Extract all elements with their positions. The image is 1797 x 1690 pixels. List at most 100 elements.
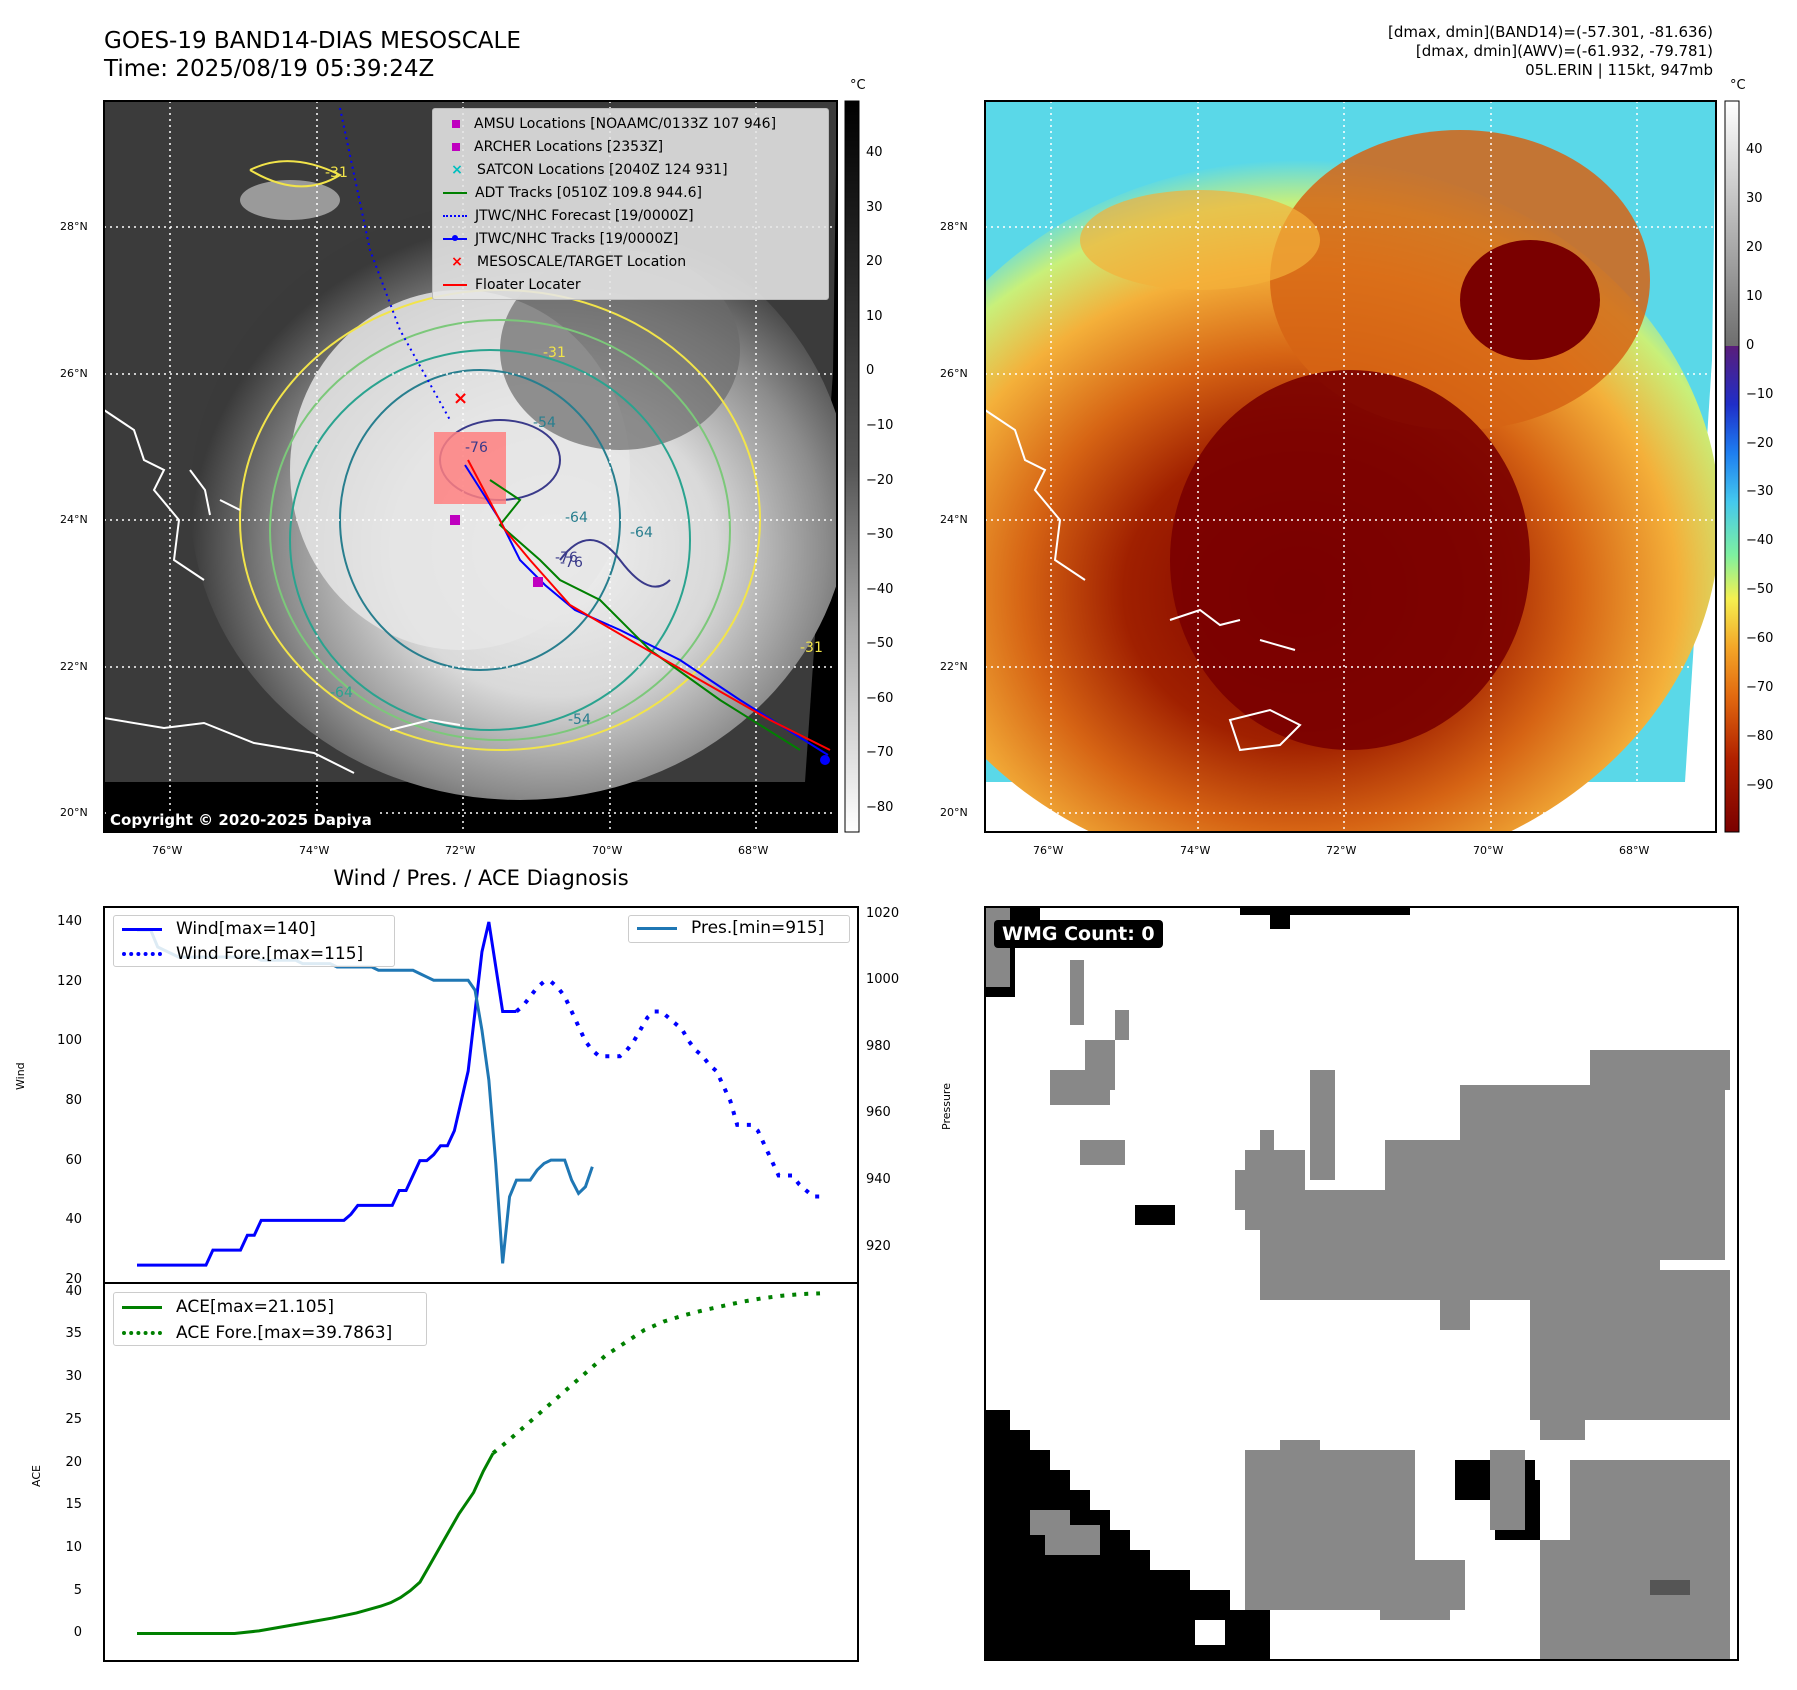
tick-label: −20 [866, 472, 894, 488]
floater-box [434, 432, 506, 504]
meta-line3: 05L.ERIN | 115kt, 947mb [1525, 61, 1713, 79]
tick-label: 120 [57, 973, 82, 989]
color-cbar-unit: °C [1730, 78, 1746, 93]
tick-label: −50 [866, 636, 894, 652]
right-lat-label-20: 20°N [940, 806, 968, 819]
tick-label: −80 [866, 800, 894, 815]
left-lat-label-26: 26°N [60, 367, 88, 380]
tick-label: −30 [1746, 484, 1774, 500]
tick-label: −30 [866, 527, 894, 543]
legend-ace: ACE[max=21.105] [114, 1293, 426, 1321]
legend-dotted-line-icon [122, 1331, 162, 1335]
target-marker: × [453, 388, 468, 409]
tick-label: 940 [866, 1172, 891, 1188]
tick-label: −90 [1746, 778, 1774, 793]
contour-label: -76 [555, 550, 578, 566]
left-lat-label-20: 20°N [60, 806, 88, 819]
tick-label: 5 [73, 1582, 82, 1598]
tick-label: 20 [65, 1272, 82, 1287]
tick-label: −40 [866, 581, 894, 597]
tick-label: 10 [65, 1539, 82, 1555]
tick-label: 20 [1746, 239, 1763, 255]
wind-line [137, 921, 517, 1267]
tick-label: 980 [866, 1038, 891, 1054]
contour-label: -64 [330, 685, 353, 701]
contour-label: -31 [325, 165, 348, 181]
tick-label: 1000 [866, 972, 900, 988]
tick-label: 80 [65, 1092, 82, 1108]
tick-label: 10 [866, 308, 883, 324]
tick-label: 35 [65, 1326, 82, 1342]
tick-label: −70 [1746, 680, 1774, 696]
tick-label: 30 [65, 1369, 82, 1385]
right-lat-label-24: 24°N [940, 513, 968, 526]
tick-label: 40 [866, 145, 883, 160]
legend-marker-square-icon [452, 120, 460, 128]
gray-colorbar [844, 100, 860, 833]
legend-item-tracks: JTWC/NHC Tracks [19/0000Z] [443, 228, 776, 251]
right-lat-label-26: 26°N [940, 367, 968, 380]
tick-label: −50 [1746, 582, 1774, 598]
right-lon-label-68: 68°W [1619, 844, 1650, 857]
legend-marker-square-icon [452, 143, 460, 151]
ace-line [137, 1452, 495, 1635]
wmg-panel [985, 907, 1738, 1660]
legend-line-dot-icon [443, 235, 467, 241]
contour-label: -76 [560, 555, 583, 571]
wind-forecast-line [515, 979, 820, 1199]
legend-item-floater: Floater Locater [443, 274, 776, 297]
left-lon-label-74: 74°W [299, 844, 330, 857]
tick-label: −80 [1746, 729, 1774, 745]
tick-label: 920 [866, 1238, 891, 1254]
left-lon-label-72: 72°W [445, 844, 476, 857]
ace-legend: ACE[max=21.105] ACE Fore.[max=39.7863] [113, 1292, 427, 1346]
diagnosis-title: Wind / Pres. / ACE Diagnosis [333, 866, 629, 890]
tick-label: 20 [866, 254, 883, 270]
pressure-line [137, 928, 594, 1264]
right-lat-label-28: 28°N [940, 220, 968, 233]
left-lon-label-76: 76°W [152, 844, 183, 857]
ace-forecast-line [491, 1291, 821, 1455]
tick-label: −20 [1746, 435, 1774, 451]
color-ir-image [985, 101, 1716, 832]
figure-title-line1: GOES-19 BAND14-DIAS MESOSCALE [104, 28, 521, 54]
tick-label: 20 [65, 1454, 82, 1470]
color-colorbar-bottom [1725, 346, 1739, 832]
pressure-series-group [137, 928, 594, 1264]
contour-label: -31 [543, 345, 566, 361]
archer-marker [533, 577, 543, 587]
right-lon-label-74: 74°W [1180, 844, 1211, 857]
tick-label: 0 [1746, 337, 1755, 353]
legend-solid-line-icon [122, 927, 162, 931]
legend-item-amsu: AMSU Locations [NOAAMC/0133Z 107 946] [443, 113, 776, 136]
legend-dotted-line-icon [122, 952, 162, 956]
map-legend: AMSU Locations [NOAAMC/0133Z 107 946] AR… [432, 108, 829, 300]
meta-line2: [dmax, dmin](AWV)=(-61.932, -79.781) [1415, 42, 1713, 60]
left-lat-label-22: 22°N [60, 660, 88, 673]
legend-item-target: × MESOSCALE/TARGET Location [443, 251, 776, 274]
right-lon-label-72: 72°W [1326, 844, 1357, 857]
legend-item-forecast: JTWC/NHC Forecast [19/0000Z] [443, 205, 776, 228]
legend-marker-x-icon: × [451, 254, 463, 270]
wmg-count-label: WMG Count: 0 [994, 920, 1163, 948]
figure-title-line2: Time: 2025/08/19 05:39:24Z [104, 56, 435, 82]
legend-solid-line-icon [122, 1305, 162, 1309]
wind-legend: Wind[max=140] Wind Fore.[max=115] [113, 915, 395, 967]
ace-ylabel: ACE [30, 1465, 43, 1487]
tick-label: 0 [866, 363, 875, 379]
contour-label: -64 [630, 525, 653, 541]
tick-label: 10 [1746, 288, 1763, 304]
tick-label: −10 [1746, 386, 1774, 402]
tick-label: −60 [866, 690, 894, 706]
tick-label: 1020 [866, 905, 900, 921]
legend-item-satcon: × SATCON Locations [2040Z 124 931] [443, 159, 776, 182]
pressure-ylabel: Pressure [940, 1083, 953, 1130]
tick-label: 60 [65, 1152, 82, 1168]
legend-line-icon [443, 284, 467, 286]
right-lon-label-76: 76°W [1033, 844, 1064, 857]
legend-line-icon [443, 192, 467, 194]
tick-label: 15 [65, 1497, 82, 1513]
gray-cbar-unit: °C [850, 78, 866, 93]
copyright-label: Copyright © 2020-2025 Dapiya [106, 811, 376, 829]
legend-solid-line-icon [637, 926, 677, 930]
